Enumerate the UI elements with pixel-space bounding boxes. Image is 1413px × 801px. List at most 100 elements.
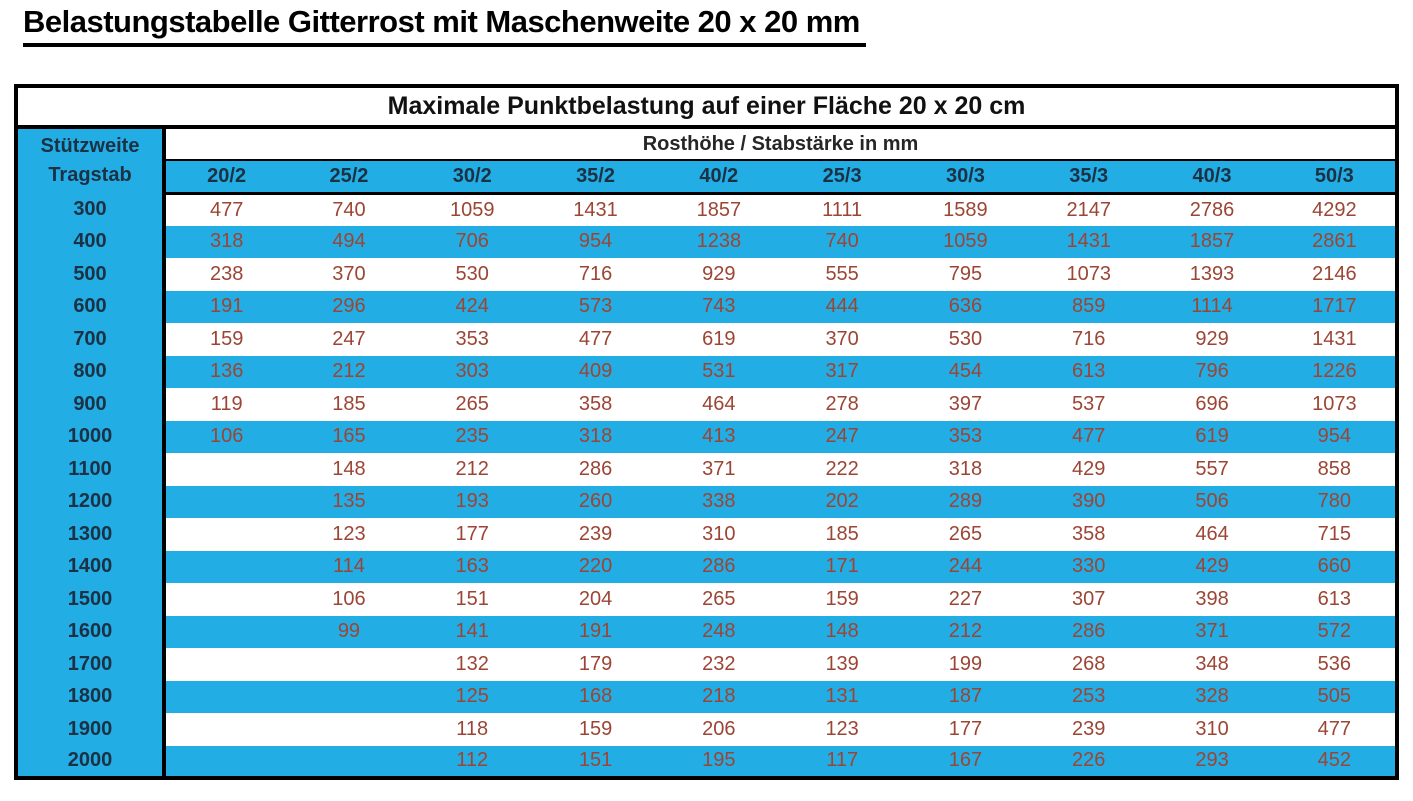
table-row: 1500 106 151 204 265 159 227 307 398 613 — [16, 583, 1397, 616]
load-value: 151 — [455, 587, 489, 610]
load-value: 286 — [578, 457, 613, 480]
row-label: 1000 — [16, 420, 166, 453]
load-value: 338 — [702, 490, 736, 513]
load-value: 265 — [702, 587, 736, 610]
table-row: 1800 125 168 218 131 187 253 328 505 — [16, 680, 1397, 714]
load-value: 619 — [1195, 425, 1229, 448]
load-value — [287, 681, 410, 714]
load-value: 191 — [578, 620, 613, 643]
load-value: 185 — [825, 522, 859, 545]
load-value: 530 — [455, 262, 489, 285]
load-value: 202 — [825, 490, 859, 513]
load-value: 139 — [825, 652, 859, 675]
load-value: 370 — [332, 262, 366, 285]
load-value — [287, 746, 410, 779]
subheader: Rosthöhe / Stabstärke in mm — [164, 127, 1397, 161]
load-value: 159 — [209, 327, 244, 350]
load-value: 212 — [948, 620, 983, 643]
load-value: 1226 — [1312, 360, 1357, 383]
load-value: 165 — [332, 425, 366, 448]
load-value: 206 — [702, 717, 736, 740]
load-value: 1111 — [822, 198, 863, 221]
load-value: 353 — [948, 425, 983, 448]
load-value: 636 — [948, 295, 983, 318]
row-label: 1400 — [16, 550, 166, 583]
load-value: 123 — [332, 522, 366, 545]
table-row: 1600 99 141 191 248 148 212 286 371 572 — [16, 615, 1397, 648]
load-value: 505 — [1317, 685, 1352, 708]
load-value: 397 — [948, 392, 983, 415]
load-value: 716 — [1072, 327, 1106, 350]
load-value: 506 — [1195, 490, 1229, 513]
load-value: 310 — [1195, 717, 1229, 740]
row-label: 700 — [16, 323, 166, 356]
table-row: 900 119 185 265 358 464 278 397 537 696 1073 — [16, 388, 1397, 421]
column-header-25-3: 25/3 — [780, 160, 904, 195]
load-value — [164, 681, 287, 714]
load-value: 330 — [1072, 555, 1106, 578]
load-value: 318 — [948, 457, 983, 480]
load-value: 2147 — [1066, 198, 1111, 221]
load-value: 265 — [948, 522, 983, 545]
load-value: 740 — [825, 230, 859, 253]
load-value: 318 — [578, 425, 613, 448]
load-value: 743 — [702, 295, 736, 318]
load-value: 222 — [825, 457, 859, 480]
load-value: 1073 — [1066, 262, 1111, 285]
row-label: 900 — [16, 388, 166, 421]
load-value: 148 — [825, 620, 859, 643]
load-value: 4292 — [1312, 198, 1357, 221]
load-value: 204 — [578, 587, 613, 610]
table-row: 1900 118 159 206 123 177 239 310 477 — [16, 713, 1397, 746]
row-label: 1200 — [16, 485, 166, 518]
load-value: 248 — [702, 620, 736, 643]
load-value: 780 — [1317, 490, 1352, 513]
load-value: 530 — [948, 327, 983, 350]
table-row: 1200 135 193 260 338 202 289 390 506 780 — [16, 485, 1397, 518]
load-value: 429 — [1195, 555, 1229, 578]
load-value: 114 — [333, 555, 365, 578]
load-value: 454 — [948, 360, 983, 383]
load-value: 371 — [702, 457, 736, 480]
load-value: 573 — [578, 295, 613, 318]
load-value: 303 — [455, 360, 489, 383]
table-row: 1400 114 163 220 286 171 244 330 429 660 — [16, 550, 1397, 583]
load-value: 218 — [702, 685, 736, 708]
load-value: 536 — [1317, 652, 1352, 675]
corner-line1: Stützweite — [40, 135, 140, 157]
row-label: 600 — [16, 290, 166, 323]
row-label: 1300 — [16, 518, 166, 551]
column-header-20-2: 20/2 — [164, 160, 288, 195]
load-value: 212 — [332, 360, 366, 383]
load-table: Maximale Punktbelastung auf einer Fläche… — [14, 84, 1399, 780]
load-value: 177 — [455, 522, 489, 545]
load-value: 163 — [455, 555, 489, 578]
load-value: 398 — [1195, 587, 1229, 610]
load-value: 132 — [455, 652, 489, 675]
row-label: 300 — [16, 193, 166, 226]
load-value: 1114 — [1191, 295, 1233, 318]
load-value: 716 — [578, 262, 613, 285]
corner-line2: Tragstab — [48, 164, 132, 186]
load-value — [164, 518, 287, 551]
load-value — [164, 648, 287, 681]
load-value: 187 — [948, 685, 983, 708]
load-value — [164, 583, 287, 616]
load-value: 317 — [825, 360, 859, 383]
load-value: 118 — [456, 717, 489, 740]
row-label: 1800 — [16, 680, 166, 713]
load-value: 477 — [1072, 425, 1106, 448]
load-value: 177 — [948, 717, 983, 740]
column-header-30-2: 30/2 — [410, 160, 534, 195]
load-value: 179 — [578, 652, 613, 675]
load-value: 171 — [825, 555, 859, 578]
load-value: 452 — [1317, 749, 1352, 772]
column-header-40-3: 40/3 — [1150, 160, 1274, 195]
load-value: 278 — [825, 392, 859, 415]
load-value: 413 — [702, 425, 736, 448]
load-value: 99 — [337, 620, 361, 643]
load-value: 244 — [948, 555, 983, 578]
load-value: 106 — [209, 425, 244, 448]
load-value: 318 — [209, 230, 244, 253]
load-value: 494 — [332, 230, 366, 253]
